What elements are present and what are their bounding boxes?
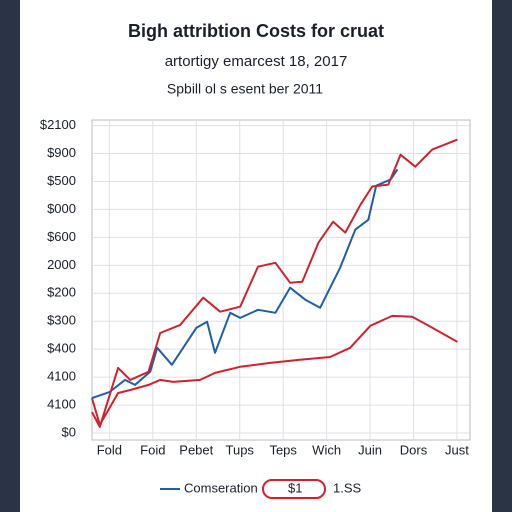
x-tick-label: Tups [226, 442, 255, 457]
y-tick-label: $2100 [40, 117, 76, 132]
plot-area [91, 119, 471, 441]
chart-title: Bigh attribtion Costs for cruat [128, 21, 384, 41]
y-tick-label: $900 [47, 145, 76, 160]
legend-label: 1.SS [333, 480, 362, 495]
line [91, 168, 399, 400]
y-tick-label: $000 [47, 201, 76, 216]
y-tick-label: $300 [47, 313, 76, 328]
chart-caption: Spbill ol s esent ber 2011 [167, 81, 323, 97]
x-tick-label: Foid [140, 442, 165, 457]
x-tick-label: Teps [269, 442, 297, 457]
x-tick-label: Dors [400, 442, 428, 457]
legend-swatch [262, 479, 326, 499]
legend-label: Comseration [184, 480, 258, 495]
y-tick-label: $500 [47, 173, 76, 188]
x-tick-label: Just [445, 442, 469, 457]
y-tick-label: 4100 [47, 369, 76, 384]
chart-subtitle: artortigy emarcest 18, 2017 [165, 53, 348, 70]
y-tick-label: 4100 [47, 397, 76, 412]
y-tick-label: $200 [47, 285, 76, 300]
x-tick-label: Wich [312, 442, 341, 457]
y-tick-label: $600 [47, 229, 76, 244]
x-tick-label: Fold [97, 442, 122, 457]
y-tick-label: $0 [62, 424, 76, 439]
y-tick-label: $400 [47, 341, 76, 356]
x-tick-label: Juin [358, 442, 382, 457]
x-tick-label: Pebet [179, 442, 213, 457]
line [91, 314, 458, 426]
legend-label: $1 [288, 480, 302, 495]
line [91, 138, 458, 428]
y-tick-label: 2000 [47, 257, 76, 272]
